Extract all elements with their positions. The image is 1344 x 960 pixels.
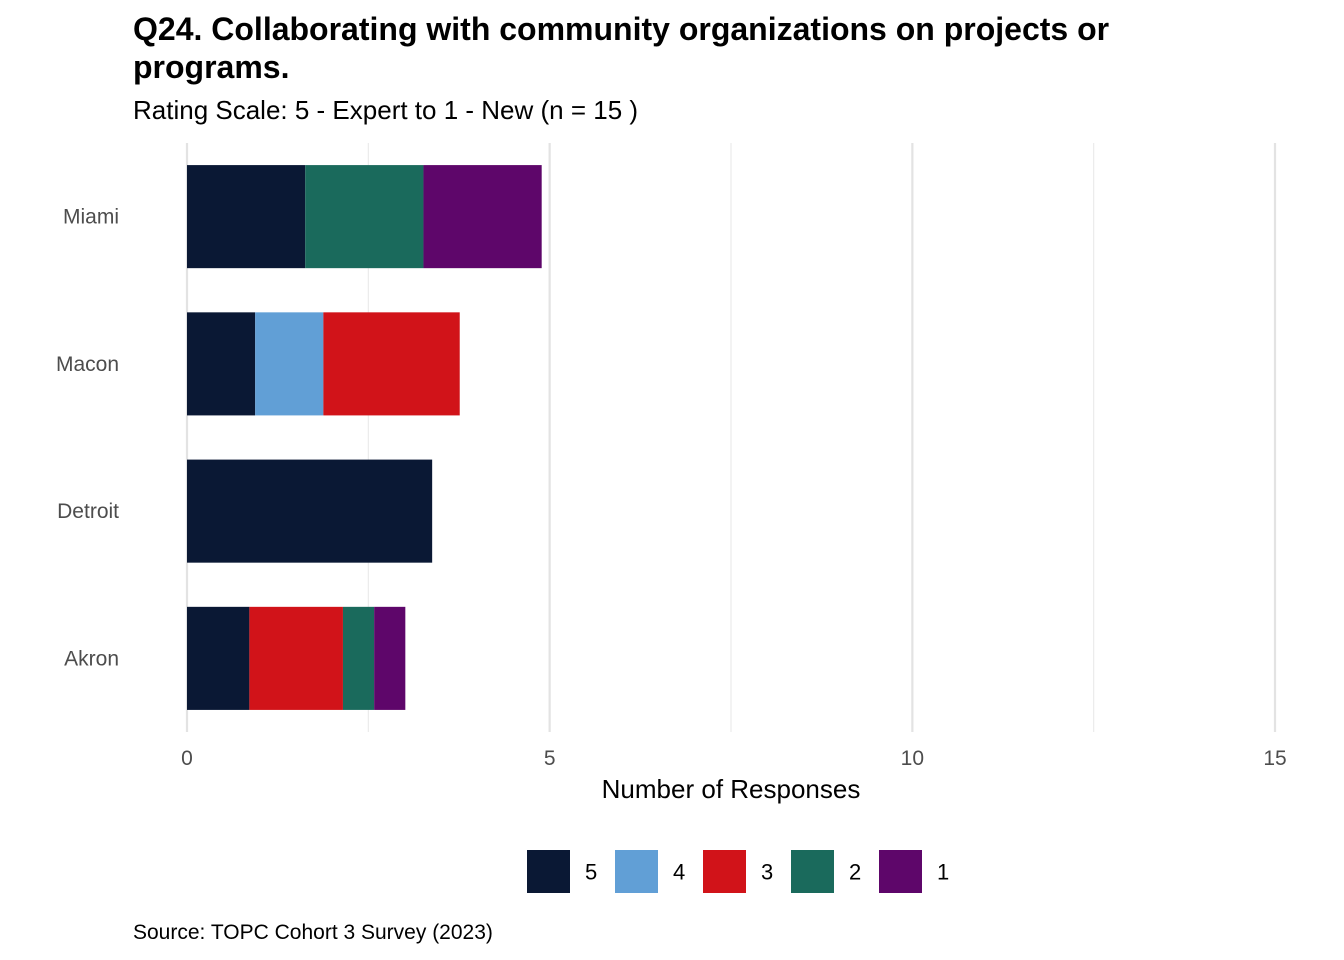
- legend-key: [527, 850, 570, 893]
- bar-segment: [187, 312, 256, 416]
- y-tick-label: Macon: [56, 353, 119, 376]
- bar-segment: [187, 165, 306, 269]
- y-tick-label: Akron: [64, 647, 119, 670]
- bar-segment: [187, 459, 433, 563]
- bar-segment: [255, 312, 324, 416]
- bars: [187, 165, 542, 710]
- legend-label: 2: [849, 860, 861, 885]
- legend-key: [703, 850, 746, 893]
- legend-label: 4: [673, 860, 685, 885]
- legend-key: [615, 850, 658, 893]
- source-caption: Source: TOPC Cohort 3 Survey (2023): [133, 921, 493, 944]
- bar-segment: [187, 606, 250, 710]
- bar-segment: [305, 165, 424, 269]
- x-tick-label: 15: [1263, 747, 1286, 770]
- bar-segment: [249, 606, 343, 710]
- bar-segment: [323, 312, 460, 416]
- x-tick-labels: 0 5 10 15: [181, 747, 1287, 770]
- legend-label: 3: [761, 860, 773, 885]
- chart-title: Q24. Collaborating with community organi…: [133, 11, 1110, 85]
- x-tick-label: 0: [181, 747, 193, 770]
- bar-segment: [342, 606, 375, 710]
- x-tick-label: 5: [544, 747, 556, 770]
- y-tick-labels: Miami Macon Detroit Akron: [56, 206, 119, 671]
- chart-subtitle: Rating Scale: 5 - Expert to 1 - New (n =…: [133, 95, 639, 125]
- legend-label: 5: [585, 860, 597, 885]
- y-tick-label: Detroit: [57, 500, 119, 523]
- bar-segment: [423, 165, 542, 269]
- legend-key: [879, 850, 922, 893]
- y-tick-label: Miami: [63, 206, 119, 229]
- legend-label: 1: [937, 860, 949, 885]
- legend: 5 4 3 2 1: [527, 850, 949, 893]
- x-axis-title: Number of Responses: [602, 774, 861, 804]
- bar-segment: [374, 606, 406, 710]
- legend-key: [791, 850, 834, 893]
- x-tick-label: 10: [901, 747, 924, 770]
